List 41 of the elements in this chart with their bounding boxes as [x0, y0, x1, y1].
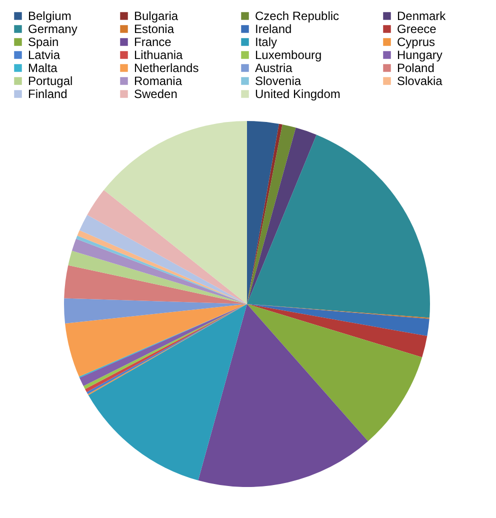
- legend-label: France: [134, 35, 172, 49]
- pie-slice: [88, 304, 247, 480]
- legend-label: Czech Republic: [255, 9, 340, 23]
- legend-label: Austria: [255, 61, 293, 75]
- pie-slice: [247, 124, 296, 304]
- legend-label: Greece: [397, 22, 437, 36]
- legend-label: Romania: [134, 74, 182, 88]
- pie-slice: [104, 121, 247, 304]
- legend-label: Portugal: [28, 74, 73, 88]
- pie-slice: [247, 128, 316, 304]
- pie-slice: [247, 304, 428, 358]
- legend-label: Cyprus: [397, 35, 436, 49]
- legend-label: Lithuania: [134, 48, 184, 62]
- legend-label: Ireland: [255, 22, 292, 36]
- legend-label: Netherlands: [134, 61, 199, 75]
- pie-slice: [247, 134, 430, 318]
- pie-slice: [64, 298, 247, 324]
- legend-label: Slovakia: [397, 74, 443, 88]
- legend-label: Denmark: [397, 9, 447, 23]
- pie-slice: [247, 304, 422, 442]
- legend-label: Bulgaria: [134, 9, 178, 23]
- legend-label: Hungary: [397, 48, 442, 62]
- legend-label: Spain: [28, 35, 59, 49]
- legend-label: Latvia: [28, 48, 60, 62]
- pie-slice: [87, 190, 247, 304]
- legend-label: Malta: [28, 61, 58, 75]
- legend-label: Poland: [397, 61, 434, 75]
- legend-label: Sweden: [134, 87, 178, 101]
- pie-slice: [247, 304, 430, 336]
- legend-label: Finland: [28, 87, 68, 101]
- legend-label: Estonia: [134, 22, 174, 36]
- pie-slice: [198, 304, 368, 487]
- legend-label: Germany: [28, 22, 78, 36]
- legend-label: Italy: [255, 35, 278, 49]
- legend-label: Belgium: [28, 9, 72, 23]
- legend-label: Slovenia: [255, 74, 302, 88]
- pie-slice: [80, 214, 247, 304]
- legend-label: United Kingdom: [255, 87, 340, 101]
- legend-label: Luxembourg: [255, 48, 322, 62]
- pie-slice: [64, 265, 247, 304]
- pie-slice: [68, 250, 247, 304]
